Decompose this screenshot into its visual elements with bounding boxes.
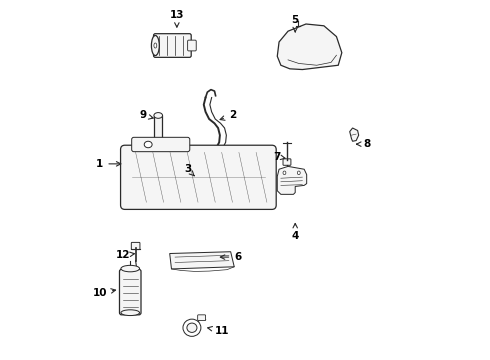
Text: 6: 6 bbox=[220, 252, 242, 262]
Text: 8: 8 bbox=[357, 139, 370, 149]
Polygon shape bbox=[277, 24, 342, 69]
Text: 9: 9 bbox=[139, 111, 153, 121]
Text: 5: 5 bbox=[292, 15, 299, 32]
Ellipse shape bbox=[121, 265, 140, 272]
Ellipse shape bbox=[154, 113, 163, 118]
Text: 3: 3 bbox=[184, 164, 194, 176]
FancyBboxPatch shape bbox=[121, 145, 276, 210]
Ellipse shape bbox=[121, 310, 140, 316]
Text: 1: 1 bbox=[96, 159, 121, 169]
Ellipse shape bbox=[283, 171, 286, 175]
Ellipse shape bbox=[297, 171, 300, 175]
FancyBboxPatch shape bbox=[132, 137, 190, 152]
FancyBboxPatch shape bbox=[283, 159, 291, 165]
FancyBboxPatch shape bbox=[153, 34, 191, 57]
Bar bbox=[154, 116, 162, 155]
Polygon shape bbox=[197, 169, 208, 179]
Text: 7: 7 bbox=[273, 152, 285, 162]
Ellipse shape bbox=[144, 141, 152, 148]
Text: 4: 4 bbox=[292, 224, 299, 240]
Text: 10: 10 bbox=[93, 288, 116, 298]
FancyBboxPatch shape bbox=[188, 40, 196, 51]
Ellipse shape bbox=[212, 145, 223, 152]
Polygon shape bbox=[170, 252, 234, 269]
Polygon shape bbox=[277, 166, 307, 194]
FancyBboxPatch shape bbox=[131, 242, 140, 249]
Text: 12: 12 bbox=[116, 250, 134, 260]
Ellipse shape bbox=[151, 36, 159, 55]
Text: 2: 2 bbox=[220, 111, 236, 121]
Text: 11: 11 bbox=[208, 325, 229, 336]
FancyBboxPatch shape bbox=[197, 315, 205, 320]
Ellipse shape bbox=[187, 323, 197, 332]
FancyBboxPatch shape bbox=[120, 269, 141, 315]
Text: 13: 13 bbox=[170, 10, 184, 27]
Polygon shape bbox=[350, 128, 359, 141]
Ellipse shape bbox=[154, 43, 157, 48]
